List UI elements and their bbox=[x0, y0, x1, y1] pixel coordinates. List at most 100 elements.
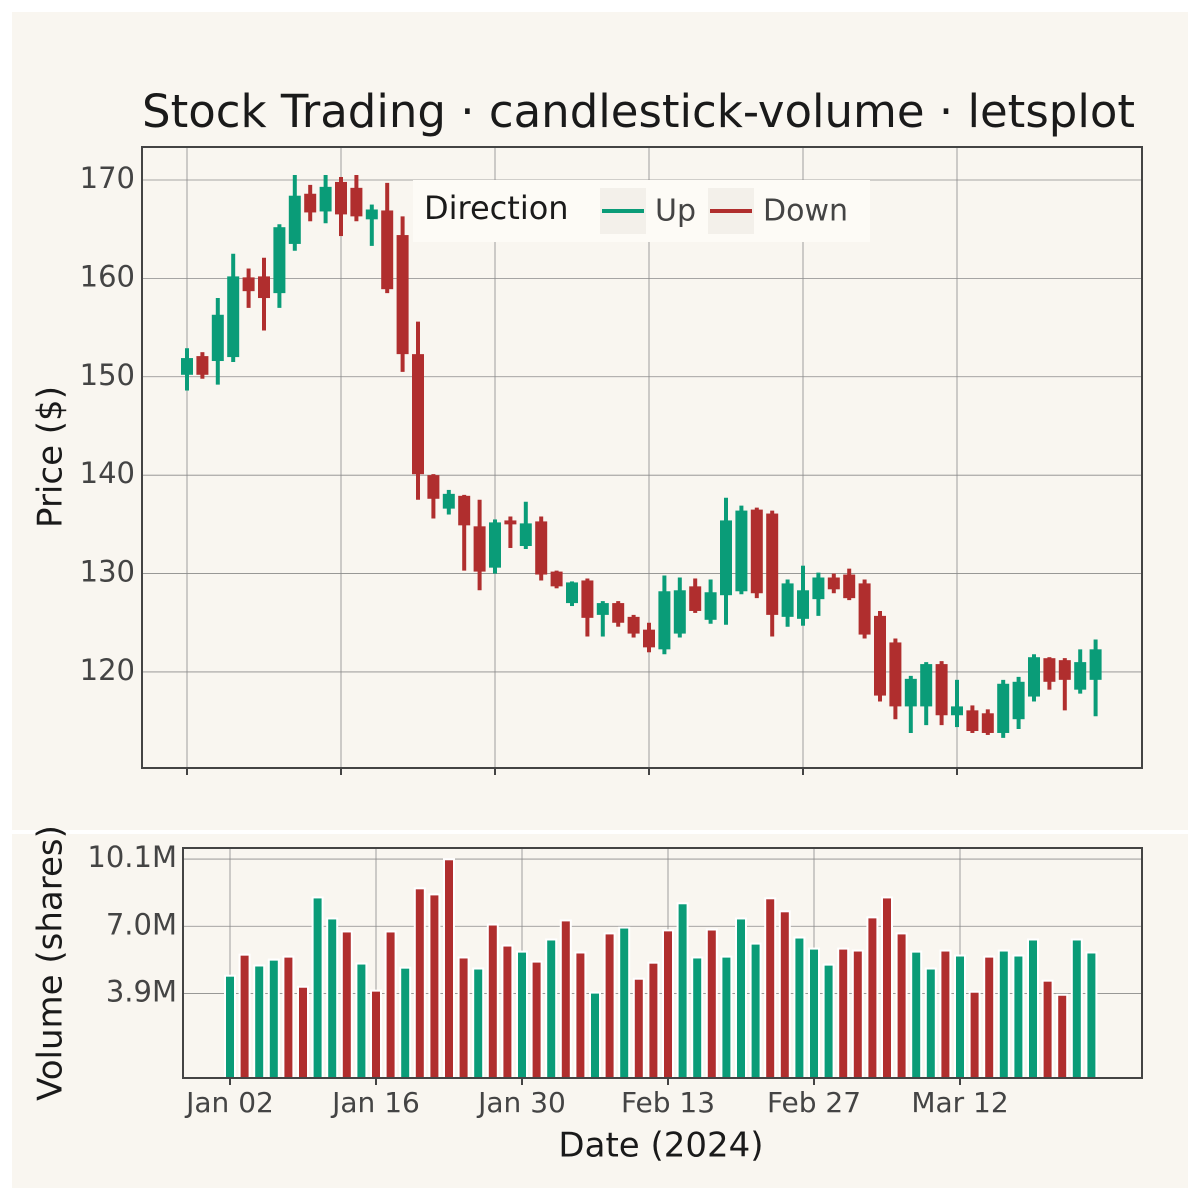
volume-bar bbox=[705, 928, 718, 1079]
volume-bar bbox=[413, 887, 426, 1079]
candle-body bbox=[1012, 681, 1025, 720]
candle-body bbox=[335, 181, 347, 215]
candle-body bbox=[227, 276, 240, 358]
candle-body bbox=[966, 710, 979, 732]
volume-bar bbox=[428, 893, 441, 1079]
candle-body bbox=[381, 210, 394, 290]
volume-bar bbox=[808, 947, 820, 1079]
candle-body bbox=[350, 187, 363, 217]
candle-body bbox=[627, 616, 640, 634]
candle-body bbox=[843, 574, 856, 599]
volume-bar bbox=[924, 967, 937, 1080]
volume-bar bbox=[910, 950, 923, 1079]
volume-bar bbox=[720, 955, 733, 1080]
candle-body bbox=[581, 580, 594, 618]
volume-bar bbox=[735, 917, 747, 1079]
candle-body bbox=[489, 522, 501, 568]
candle-body bbox=[519, 523, 532, 547]
y-tick-label: 120 bbox=[80, 653, 135, 687]
candle-body bbox=[319, 186, 332, 212]
candle-body bbox=[951, 706, 963, 716]
candle-body bbox=[889, 642, 902, 707]
volume-bar bbox=[676, 902, 689, 1079]
volume-bar bbox=[837, 947, 850, 1079]
candle-body bbox=[735, 510, 748, 592]
volume-bar bbox=[983, 955, 996, 1080]
volume-bar bbox=[764, 897, 777, 1079]
volume-bar bbox=[282, 955, 295, 1080]
volume-bar bbox=[881, 896, 893, 1079]
volume-tick-label: 7.0M bbox=[106, 907, 177, 941]
volume-bar bbox=[516, 950, 528, 1079]
volume-bar bbox=[238, 953, 251, 1080]
volume-bar bbox=[457, 956, 470, 1079]
y-tick-label: 170 bbox=[80, 161, 135, 195]
candle-body bbox=[566, 582, 578, 604]
candle-body bbox=[1058, 660, 1071, 680]
volume-bar bbox=[691, 956, 704, 1079]
candle-body bbox=[242, 277, 255, 292]
volume-bar bbox=[370, 989, 382, 1080]
x-tick-label: Feb 27 bbox=[767, 1086, 861, 1119]
chart-title: Stock Trading · candlestick-volume · let… bbox=[142, 85, 1135, 138]
x-axis-label: Date (2024) bbox=[558, 1126, 763, 1166]
candle-body bbox=[643, 629, 655, 648]
volume-tick-label: 3.9M bbox=[106, 974, 177, 1008]
volume-bar bbox=[224, 974, 236, 1080]
volume-bar bbox=[589, 991, 601, 1080]
volume-bar bbox=[530, 960, 543, 1079]
volume-bar bbox=[778, 910, 791, 1079]
volume-bar bbox=[545, 938, 558, 1079]
volume-bar bbox=[253, 964, 266, 1079]
candle-body bbox=[258, 276, 270, 299]
volume-bar bbox=[793, 936, 806, 1079]
volume-bar bbox=[574, 951, 587, 1079]
volume-bar bbox=[267, 958, 280, 1079]
volume-bar bbox=[1041, 979, 1054, 1079]
volume-bar bbox=[997, 949, 1010, 1079]
volume-bar bbox=[1070, 938, 1083, 1079]
volume-bar bbox=[749, 942, 762, 1080]
volume-frame bbox=[182, 847, 1143, 1079]
volume-tick-label: 10.1M bbox=[87, 840, 177, 874]
candle-body bbox=[504, 520, 517, 525]
candle-body bbox=[396, 235, 409, 355]
volume-bar bbox=[603, 932, 616, 1079]
candle-body bbox=[612, 603, 625, 623]
volume-bar bbox=[618, 926, 631, 1079]
volume-bar bbox=[1056, 993, 1069, 1079]
volume-bar bbox=[486, 923, 499, 1079]
candle-body bbox=[797, 590, 809, 619]
candle-body bbox=[196, 356, 209, 375]
candle-body bbox=[1074, 662, 1087, 690]
candle-body bbox=[273, 227, 286, 294]
candle-body bbox=[750, 509, 763, 594]
legend-title: Direction bbox=[424, 189, 569, 227]
volume-bar bbox=[954, 954, 966, 1079]
volume-bar bbox=[501, 944, 514, 1080]
volume-axis-label: Volume (shares) bbox=[31, 825, 71, 1101]
candle-body bbox=[658, 591, 671, 650]
candle-body bbox=[904, 678, 917, 707]
volume-bar bbox=[399, 966, 412, 1080]
candle-body bbox=[442, 493, 455, 509]
candle-body bbox=[673, 590, 686, 634]
price-frame bbox=[141, 146, 1143, 769]
candle-body bbox=[365, 209, 378, 220]
candle-body bbox=[874, 615, 886, 696]
candle-body bbox=[720, 520, 732, 596]
volume-bar bbox=[866, 916, 879, 1080]
candle-body bbox=[689, 586, 702, 611]
volume-bar bbox=[297, 985, 309, 1080]
candle-body bbox=[412, 354, 424, 475]
candle-body bbox=[181, 358, 193, 375]
y-tick-label: 140 bbox=[80, 456, 135, 490]
volume-bar bbox=[851, 949, 864, 1079]
candle-body bbox=[781, 583, 794, 617]
volume-bar bbox=[559, 919, 572, 1079]
candle-body bbox=[766, 513, 779, 615]
x-tick-label: Jan 02 bbox=[184, 1086, 274, 1119]
candle-body bbox=[981, 713, 994, 733]
candle-body bbox=[596, 603, 609, 615]
